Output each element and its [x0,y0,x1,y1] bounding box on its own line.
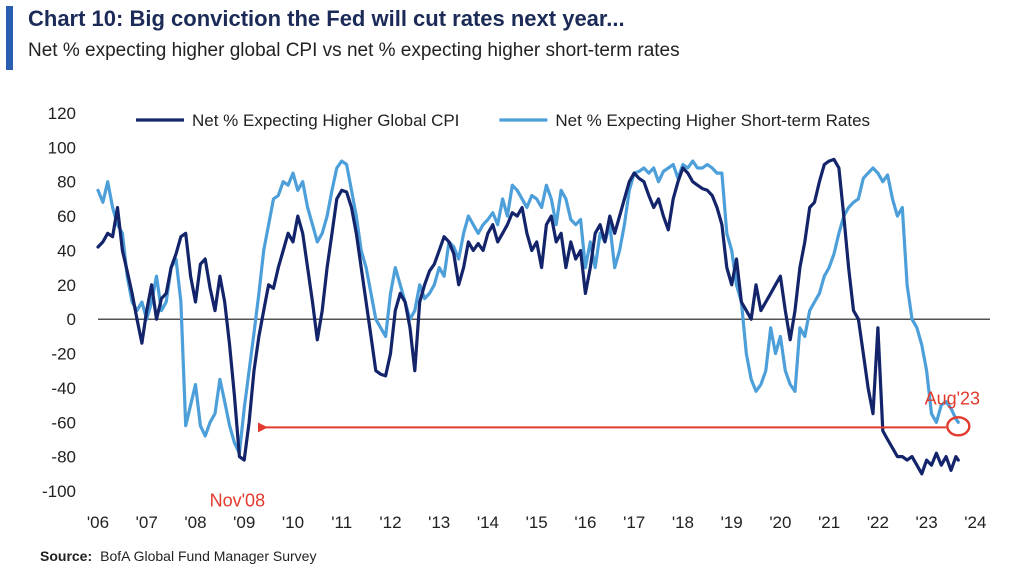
x-tick-label: '16 [574,513,596,532]
x-tick-label: '24 [964,513,986,532]
x-tick-label: '10 [282,513,304,532]
x-tick-label: '11 [331,513,352,532]
annotation-nov08: Nov'08 [210,491,265,511]
y-tick-label: -80 [51,448,76,467]
source-line: Source: BofA Global Fund Manager Survey [40,548,316,564]
series-line-0 [96,157,960,476]
chart-subtitle: Net % expecting higher global CPI vs net… [28,40,680,61]
y-tick-label: -20 [51,345,76,364]
x-tick-label: '14 [477,513,499,532]
x-tick-label: '19 [721,513,743,532]
x-tick-label: '09 [233,513,255,532]
legend-label-1: Net % Expecting Higher Short-term Rates [555,111,870,130]
series-lines [96,157,960,476]
y-tick-label: 80 [57,173,76,192]
annotation-aug23: Aug'23 [925,388,981,408]
y-tick-label: 120 [48,104,76,123]
legend-label-0: Net % Expecting Higher Global CPI [192,111,459,130]
x-tick-label: '15 [526,513,548,532]
y-tick-label: 40 [57,241,76,260]
x-tick-label: '06 [87,513,109,532]
source-label: Source: [40,548,93,564]
y-tick-label: 20 [57,276,76,295]
annotations: Aug'23 Nov'08 [210,388,980,510]
y-tick-label: -100 [42,482,76,501]
x-tick-label: '12 [379,513,401,532]
aug23-circle-marker [946,416,971,437]
y-tick-label: 60 [57,207,76,226]
x-tick-label: '08 [184,513,206,532]
y-tick-label: 100 [48,138,76,157]
x-tick-label: '21 [818,513,840,532]
y-axis: 120 100 80 60 40 20 0 -20 -40 -60 -80 -100 [42,104,76,501]
x-axis: '06 '07 '08 '09 '10 '11 '12 '13 '14 '15 '16 '17 '18 '… [87,513,987,532]
series-line-1 [96,159,960,455]
x-tick-label: '13 [428,513,450,532]
x-tick-label: '23 [916,513,938,532]
chart-title: Chart 10: Big conviction the Fed will cu… [28,6,625,31]
legend: Net % Expecting Higher Global CPI Net % E… [136,111,870,130]
y-tick-label: -40 [51,379,76,398]
y-tick-label: -60 [51,413,76,432]
y-tick-label: 0 [67,310,76,329]
x-tick-label: '07 [136,513,158,532]
x-tick-label: '17 [623,513,645,532]
x-tick-label: '18 [672,513,694,532]
source-text: BofA Global Fund Manager Survey [100,548,317,564]
x-tick-label: '22 [867,513,889,532]
title-accent-bar [6,6,13,70]
x-tick-label: '20 [769,513,791,532]
